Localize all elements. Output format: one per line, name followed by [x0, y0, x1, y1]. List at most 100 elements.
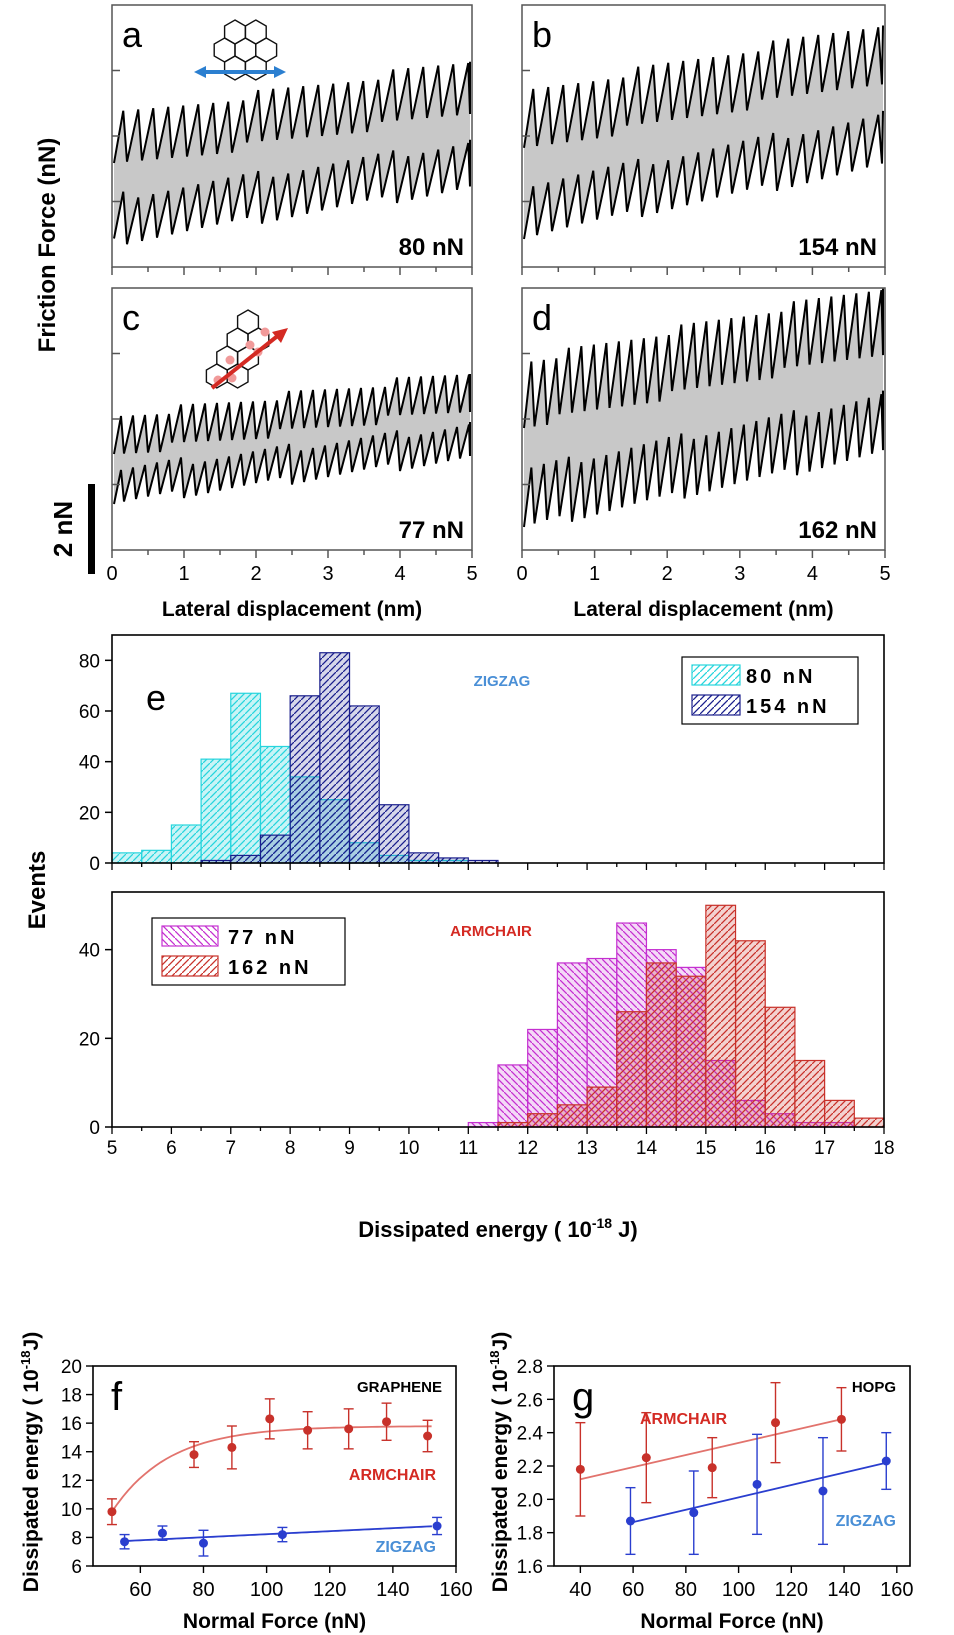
- friction-trace-panels: a 80 nN b 154 nN c 77 nN 0 1 2 3 4 5 Lateral displac…: [106, 4, 891, 621]
- dissipated-energy-xlabel: Dissipated energy ( 10-18 J): [358, 1215, 637, 1242]
- legend-label: 80 nN: [746, 666, 815, 688]
- trace-panel-b: b 154 nN: [521, 4, 886, 275]
- data-point: [625, 1516, 635, 1526]
- x-axis-label: Normal Force (nN): [183, 1610, 366, 1633]
- histogram-bar: [497, 1064, 529, 1128]
- lattice-atom: [245, 340, 255, 350]
- x-tick-label: 100: [250, 1579, 283, 1601]
- panel-letter: g: [572, 1375, 594, 1419]
- y-tick-label: 8: [71, 1528, 82, 1549]
- x-tick-label: 6: [166, 1138, 177, 1159]
- histogram-bar: [824, 1099, 855, 1128]
- trace-lower-line: [113, 139, 471, 245]
- y-tick-label: 16: [61, 1414, 82, 1435]
- histogram-bar: [556, 962, 588, 1128]
- y-tick-label: 2.0: [517, 1490, 543, 1511]
- legend-swatch: [161, 925, 219, 947]
- fit-line: [630, 1461, 887, 1524]
- legend-armchair: 77 nN 162 nN: [151, 917, 346, 986]
- series-label: ZIGZAG: [376, 1539, 436, 1556]
- histogram-bar: [230, 692, 262, 864]
- data-point: [836, 1414, 846, 1424]
- x-tick-label: 140: [376, 1579, 409, 1601]
- x-tick-label: 160: [880, 1579, 913, 1601]
- histogram-bar: [527, 1028, 558, 1128]
- panel-letter: e: [146, 677, 166, 718]
- y-tick-label: 20: [79, 803, 100, 824]
- x-tick-label: 60: [622, 1579, 644, 1601]
- trace-panel-a: a 80 nN: [111, 4, 473, 275]
- sliding-direction-arrow: [210, 332, 282, 390]
- y-tick-label: 0: [89, 1118, 100, 1139]
- histogram-bar: [141, 849, 172, 864]
- arrow-head-left: [194, 66, 206, 78]
- trace-lower-line: [113, 422, 471, 505]
- histogram-bar: [111, 852, 143, 864]
- x-tick-label: 160: [439, 1579, 472, 1601]
- friction-force-ylabel: Friction Force (nN): [34, 138, 61, 353]
- y-tick-label: 2.4: [517, 1424, 544, 1445]
- histogram-bar: [289, 695, 321, 864]
- histogram-bar: [259, 834, 291, 864]
- histogram-armchair: 0 20 40: [79, 891, 885, 1139]
- data-point: [818, 1486, 828, 1496]
- panel-letter: f: [111, 1375, 123, 1419]
- y-tick-label: 20: [79, 1029, 100, 1050]
- y-tick-label: 10: [61, 1500, 82, 1521]
- x-tick-label: 5: [879, 563, 890, 585]
- zigzag-lattice-icon: [194, 19, 286, 81]
- x-tick-label: 1: [589, 563, 600, 585]
- histogram-bar: [764, 1006, 796, 1128]
- load-label: 154 nN: [798, 234, 877, 261]
- zigzag-label: ZIGZAG: [474, 673, 531, 690]
- trace-lower-line: [523, 110, 884, 240]
- scale-bar: [88, 484, 95, 574]
- x-tick-label: 18: [873, 1138, 894, 1159]
- histogram-bar: [408, 852, 440, 864]
- x-tick-label: 60: [129, 1579, 151, 1601]
- x-axis-label: Lateral displacement (nm): [162, 598, 422, 621]
- histogram-bar: [853, 1117, 885, 1128]
- histogram-bar: [705, 904, 737, 1128]
- x-tick-label: 14: [636, 1138, 658, 1159]
- y-tick-label: 60: [79, 702, 100, 723]
- y-tick-label: 1.8: [517, 1524, 543, 1545]
- x-tick-label: 9: [344, 1138, 355, 1159]
- lattice-hexagon: [226, 363, 249, 389]
- material-label: GRAPHENE: [357, 1379, 442, 1396]
- data-point: [689, 1508, 699, 1518]
- lattice-hexagon: [244, 55, 267, 81]
- y-tick-label: 40: [79, 753, 100, 774]
- x-tick-label: 100: [722, 1579, 755, 1601]
- load-label: 162 nN: [798, 517, 877, 544]
- trace-upper-line: [113, 61, 471, 164]
- trace-panel-d: d 162 nN 0 1 2 3 4 5 Lateral displacement (nm): [516, 287, 891, 621]
- x-axis-label: Normal Force (nN): [640, 1610, 823, 1633]
- x-tick-label: 16: [755, 1138, 776, 1159]
- x-tick-label: 10: [398, 1138, 419, 1159]
- armchair-lattice-icon: [205, 309, 288, 390]
- data-point: [189, 1450, 199, 1460]
- x-tick-label: 2: [250, 563, 261, 585]
- scatter-panel-g: 1.6 1.8 2.0 2.2 2.4 2.6 2.8 40 60 80 100 120 140 160 N…: [517, 1357, 914, 1633]
- data-point: [120, 1537, 130, 1547]
- histogram-zigzag: 0 20 40 60 80: [79, 634, 885, 875]
- x-tick-label: 5: [466, 563, 477, 585]
- legend-label: 162 nN: [228, 957, 312, 979]
- x-tick-label: 3: [322, 563, 333, 585]
- energy-ylabel-f: Dissipated energy ( 10-18J): [18, 1332, 43, 1592]
- data-point: [227, 1442, 237, 1452]
- trace-lower-line: [523, 390, 884, 528]
- legend-label: 154 nN: [746, 696, 830, 718]
- panel-letter: d: [532, 297, 552, 338]
- data-point: [881, 1456, 891, 1466]
- legend-swatch: [691, 664, 741, 686]
- panel-letter: c: [122, 297, 140, 338]
- lattice-hexagon: [223, 55, 247, 81]
- histogram-bar: [319, 652, 351, 864]
- data-point: [382, 1417, 392, 1427]
- histogram-panel-e: 0 20 40 60 80 0 20 40 e ZIGZAG ARMCHAIR 80 nN 154 nN…: [79, 634, 895, 1159]
- histogram-bar: [170, 824, 202, 864]
- y-tick-label: 12: [61, 1471, 82, 1492]
- histogram-bar: [200, 758, 232, 864]
